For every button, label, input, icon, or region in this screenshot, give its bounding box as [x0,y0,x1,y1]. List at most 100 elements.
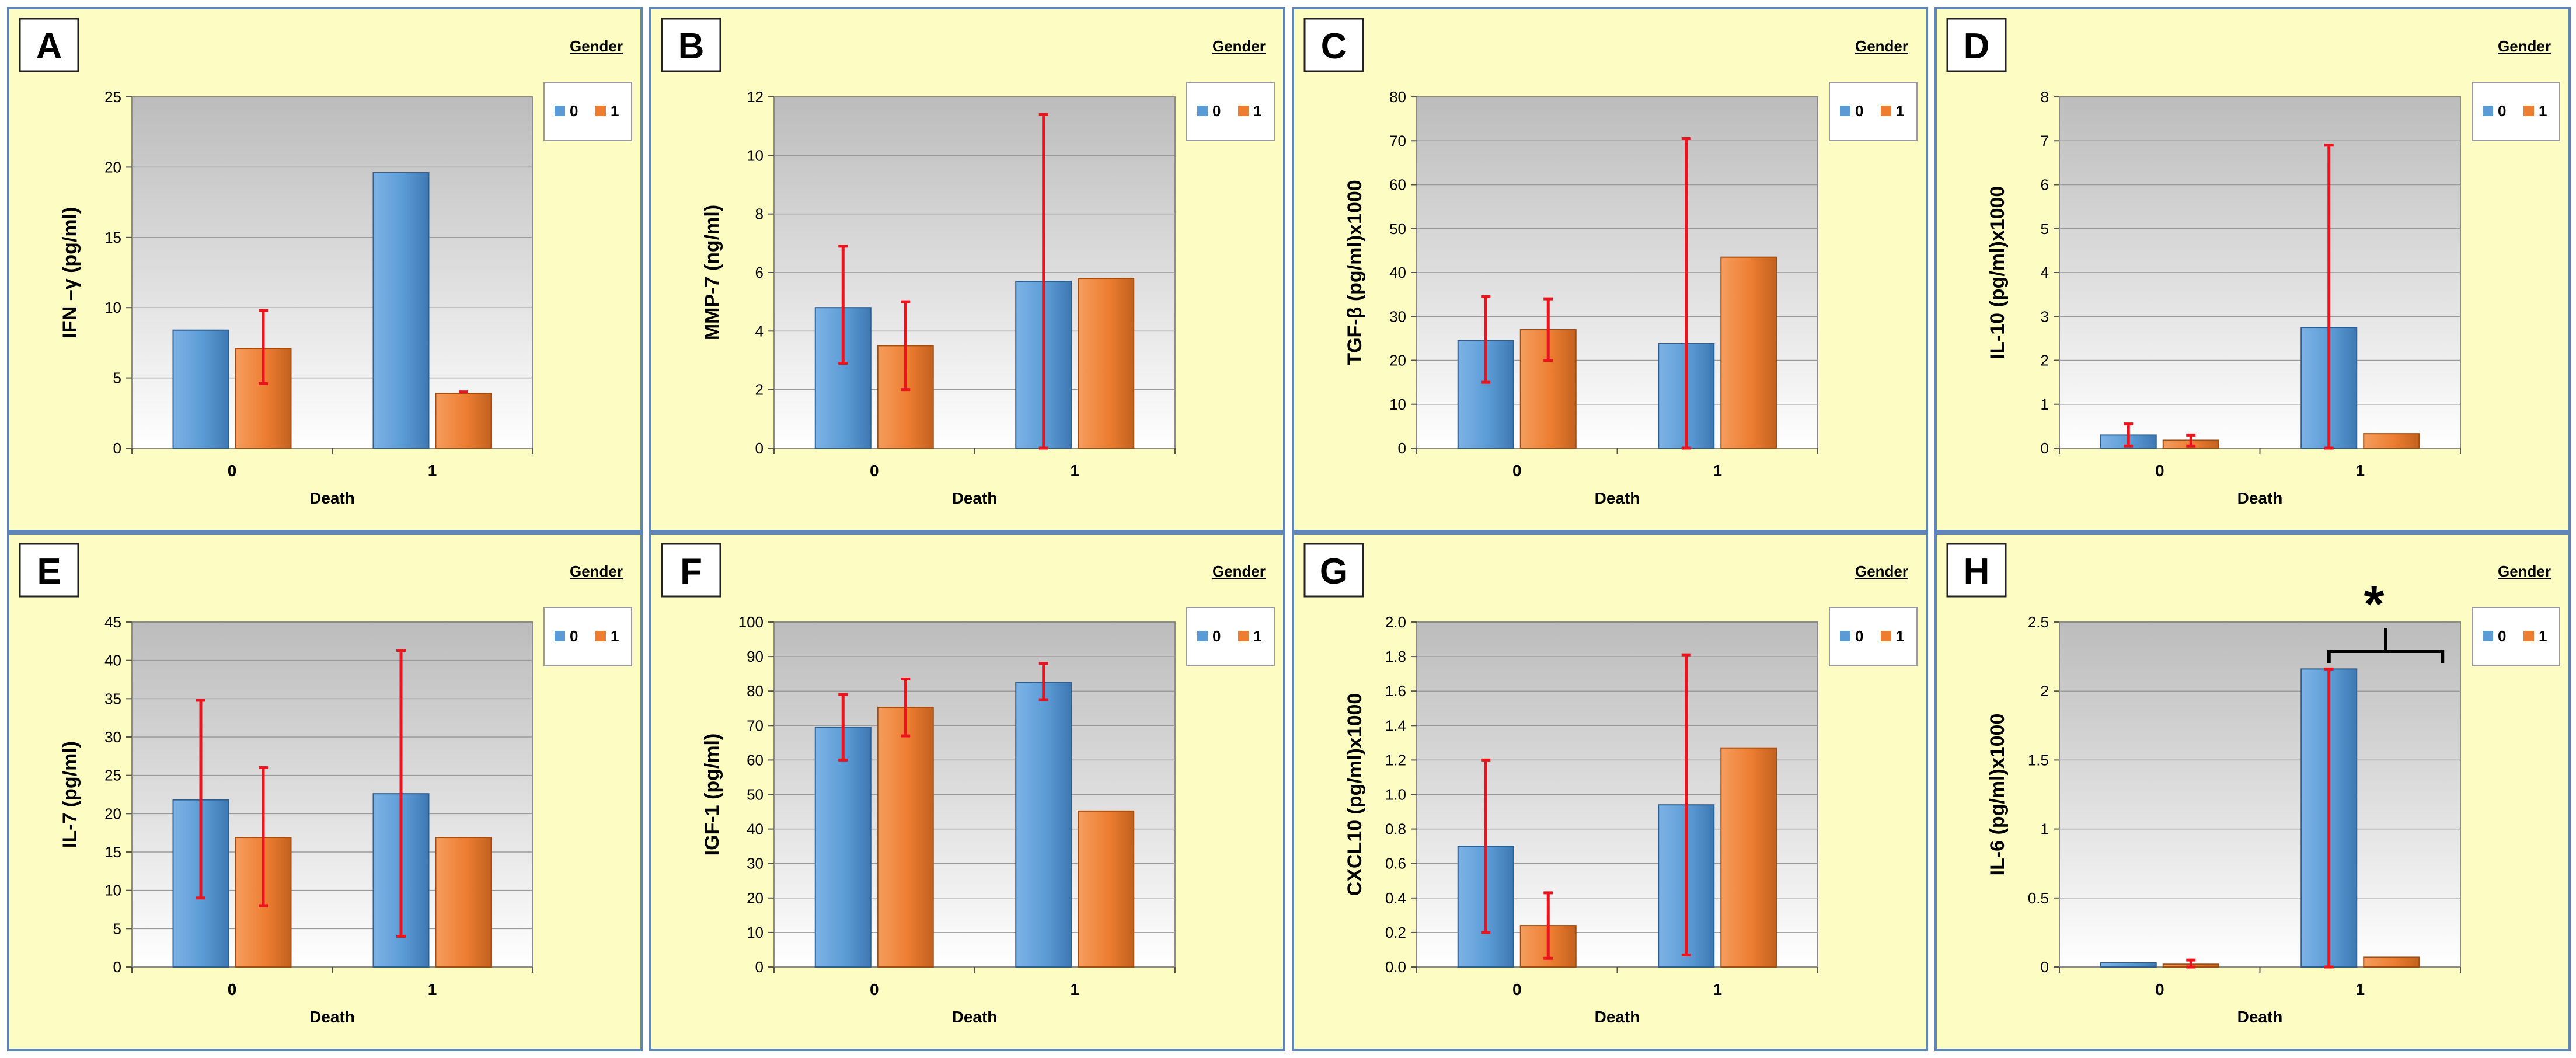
panel-a: 0 5 10 15 20 25 IFN –γ (pg/ml) 0 1 Death A Gender 0 1 [7,7,643,532]
panel-label-box [1303,543,1364,598]
legend-label-0: 0 [570,627,578,645]
plot-area [2059,621,2461,968]
x-tick-label: 1 [1713,462,1722,480]
y-tick-label: 40 [747,820,764,838]
y-tick-label: 30 [104,728,121,746]
y-tick-label: 20 [104,805,121,822]
legend-swatch-1 [2523,631,2534,641]
legend-label-0: 0 [2498,627,2506,645]
y-tick-label: 10 [104,299,121,316]
legend-label-0: 0 [2498,102,2506,120]
y-tick-label: 0 [113,958,121,976]
panel-d: 0 1 2 3 4 5 6 7 8 IL-10 (pg/ml)x1000 0 1 Death D Gende… [1934,7,2571,532]
x-axis-label: Death [952,489,998,507]
y-tick-label: 10 [104,882,121,899]
error-bar [2186,433,2196,448]
legend-label-1: 1 [611,627,619,645]
error-bar [1543,297,1553,362]
legend-swatch-0 [555,106,565,116]
legend-label-1: 1 [1896,627,1904,645]
x-axis-label: Death [309,1008,355,1026]
y-tick-label: 0 [2041,439,2049,457]
y-tick-label: 20 [104,158,121,176]
bar-series-1-cat-0 [877,706,934,968]
y-tick-label: 5 [113,920,121,937]
y-tick-label: 0.5 [2028,889,2049,907]
chart-svg: 0.0 0.2 0.4 0.6 0.8 1.0 1.2 1.4 1.6 1.8 2.0 CXCL10 … [1303,543,1918,1026]
error-bar [901,300,911,392]
y-tick-label: 15 [104,229,121,246]
y-tick-label: 1.6 [1385,682,1406,700]
legend-swatch-0 [2483,106,2493,116]
y-tick-label: 2.0 [1385,613,1406,631]
legend-title: Gender [570,563,623,580]
panel-label: A [36,26,62,67]
x-tick-label: 0 [1512,462,1522,480]
legend-label-1: 1 [2539,627,2547,645]
legend-label-0: 0 [1855,627,1863,645]
y-tick-label: 4 [2041,264,2049,281]
x-tick-label: 1 [2355,462,2365,480]
panel-label-box [1946,543,2007,598]
y-tick-label: 6 [755,264,764,281]
y-tick-label: 0.6 [1385,855,1406,872]
panel-label-box [661,18,721,72]
error-bar [196,699,205,900]
error-bar [2324,144,2334,450]
y-tick-label: 0 [113,439,121,457]
panel-c: 0 10 20 30 40 50 60 70 80 TGF-β (pg/ml)x1000 0 1 Dea… [1292,7,1928,532]
y-tick-label: 5 [2041,220,2049,238]
error-bar [2186,958,2196,969]
panel-label-box [1946,18,2007,72]
panel-label-box [19,18,79,72]
y-tick-label: 70 [1389,132,1406,149]
legend-swatch-0 [1840,106,1850,116]
error-bar [1681,137,1691,450]
y-tick-label: 2 [2041,352,2049,369]
bar-series-1-cat-1 [2363,956,2420,968]
panel-label: G [1320,551,1348,592]
legend-title: Gender [1855,563,1908,580]
y-tick-label: 10 [1389,396,1406,413]
error-bar [1038,662,1048,701]
legend-label-1: 1 [1896,102,1904,120]
y-tick-label: 25 [104,88,121,106]
legend-label-0: 0 [1855,102,1863,120]
y-axis-label: CXCL10 (pg/ml)x1000 [1344,693,1366,896]
bar-series-0-cat-0 [2100,962,2157,968]
bar-series-1-cat-1 [1078,278,1135,449]
error-bar [901,678,911,738]
y-axis-label: IGF-1 (pg/ml) [701,734,723,856]
bar-series-1-cat-1 [2363,433,2420,449]
panel-label: E [37,551,61,592]
x-tick-label: 0 [1512,980,1522,998]
bar-series-1-cat-1 [1720,747,1777,968]
y-tick-label: 80 [747,682,764,700]
legend-label-0: 0 [1212,627,1221,645]
legend-title: Gender [2498,37,2551,55]
y-axis-label: IL-10 (pg/ml)x1000 [1986,186,2009,359]
y-tick-label: 1.4 [1385,717,1406,734]
legend-swatch-1 [2523,106,2534,116]
legend-swatch-0 [1840,631,1850,641]
y-tick-label: 1.0 [1385,786,1406,804]
y-tick-label: 0.4 [1385,889,1406,907]
x-tick-label: 1 [1070,980,1079,998]
panel-g: 0.0 0.2 0.4 0.6 0.8 1.0 1.2 1.4 1.6 1.8 2.0 CXCL10 … [1292,532,1928,1051]
x-axis-label: Death [309,489,355,507]
y-tick-label: 50 [747,786,764,804]
panel-label: B [678,26,705,67]
y-axis-label: TGF-β (pg/ml)x1000 [1344,180,1366,365]
x-axis-label: Death [952,1008,998,1026]
panel-label: F [680,551,702,592]
y-tick-label: 0 [1398,439,1406,457]
